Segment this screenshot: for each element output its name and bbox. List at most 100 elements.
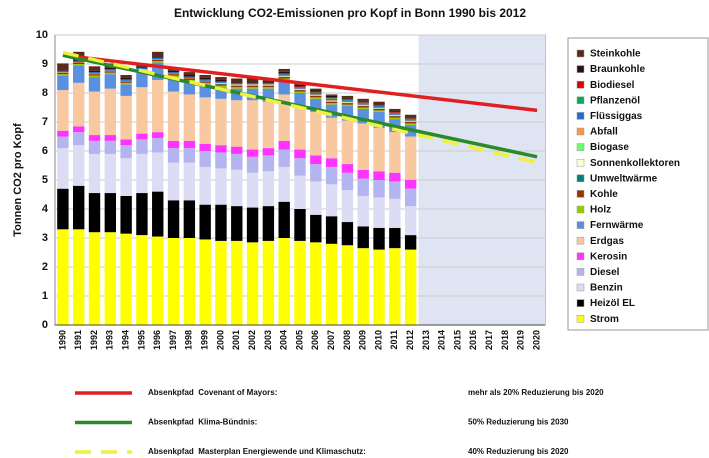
x-tick-label: 2008 xyxy=(342,330,352,350)
bar-segment xyxy=(136,235,148,325)
bar-segment xyxy=(373,105,385,107)
bar-segment xyxy=(389,112,401,114)
bar-segment xyxy=(341,95,354,98)
x-tick-label: 1997 xyxy=(168,330,178,350)
bar-segment xyxy=(88,232,101,325)
bar-segment xyxy=(325,158,338,167)
x-tick-label: 2005 xyxy=(294,330,304,350)
bar-segment xyxy=(325,216,338,244)
trend-line xyxy=(62,50,538,165)
bar-segment xyxy=(373,227,385,250)
bar-segment xyxy=(310,164,322,182)
bar-segment xyxy=(389,108,401,111)
bar-segment xyxy=(152,61,164,63)
bar-segment xyxy=(246,149,259,157)
bar-segment xyxy=(341,190,354,223)
bar-segment xyxy=(357,169,369,179)
bar-segment xyxy=(294,90,306,92)
bar-segment xyxy=(294,149,306,159)
x-tick-label: 1998 xyxy=(184,330,194,350)
legend-swatch xyxy=(576,143,585,151)
bar-segment xyxy=(325,101,338,104)
bar-segment xyxy=(262,88,275,102)
bar-segment xyxy=(120,84,132,96)
legend-swatch xyxy=(576,112,585,120)
bar-segment xyxy=(73,65,85,83)
bar-segment xyxy=(246,78,259,82)
bar-segment xyxy=(357,108,369,124)
bar-segment xyxy=(199,166,211,205)
y-tick-label: 2 xyxy=(42,261,48,273)
x-tick-label: 1996 xyxy=(152,330,162,350)
bar-segment xyxy=(262,155,275,172)
bar-segment xyxy=(404,188,417,207)
x-tick-label: 2011 xyxy=(389,330,399,350)
bar-segment xyxy=(199,97,211,144)
bar-segment xyxy=(136,193,148,236)
legend-swatch xyxy=(576,252,585,261)
y-tick-label: 3 xyxy=(42,232,48,244)
bar-segment xyxy=(294,84,306,87)
bar-segment xyxy=(262,148,275,156)
x-tick-label: 1999 xyxy=(200,330,210,350)
bar-segment xyxy=(404,118,417,120)
x-tick-label: 2000 xyxy=(215,330,225,350)
bar-segment xyxy=(325,100,338,101)
y-tick-label: 9 xyxy=(42,58,48,70)
bar-segment xyxy=(104,72,117,75)
bar-segment xyxy=(373,110,385,112)
bar-segment xyxy=(357,195,369,227)
bar-segment xyxy=(325,166,338,185)
bar-segment xyxy=(357,248,369,325)
bar-segment xyxy=(104,74,117,89)
bar-segment xyxy=(373,249,385,325)
legend-label: Kohle xyxy=(590,189,618,200)
bar-segment xyxy=(231,206,243,241)
legend-swatch xyxy=(576,158,585,167)
bar-segment xyxy=(278,79,290,95)
legend-swatch xyxy=(576,190,585,198)
bar-segment xyxy=(357,107,369,109)
bar-segment xyxy=(167,77,180,92)
bar-segment xyxy=(215,98,227,146)
bar-segment xyxy=(373,171,385,180)
bar-segment xyxy=(167,74,180,76)
bar-segment xyxy=(231,87,243,89)
bar-segment xyxy=(278,78,290,80)
bar-segment xyxy=(341,103,354,105)
bar-segment xyxy=(357,226,369,249)
bar-segment xyxy=(294,158,306,176)
bar-segment xyxy=(57,72,69,75)
x-tick-label: 2003 xyxy=(263,330,273,350)
bar-segment xyxy=(73,60,85,62)
legend-label: Kerosin xyxy=(590,251,627,262)
bar-segment xyxy=(231,85,243,88)
chart-title: Entwicklung CO2-Emissionen pro Kopf in B… xyxy=(174,6,526,20)
bar-segment xyxy=(215,240,227,325)
bar-segment xyxy=(341,100,354,102)
bar-segment xyxy=(167,140,180,149)
bar-segment xyxy=(389,110,401,112)
bar-segment xyxy=(404,235,417,250)
bar-segment xyxy=(57,72,69,73)
y-tick-label: 0 xyxy=(42,319,48,331)
bar-segment xyxy=(104,71,117,73)
line-legend-description: 40% Reduzierung bis 2020 xyxy=(468,447,569,456)
bar-segment xyxy=(215,204,227,241)
bar-segment xyxy=(294,91,306,93)
bar-segment xyxy=(310,155,322,165)
bar-segment xyxy=(404,180,417,189)
bar-segment xyxy=(294,106,306,150)
bar-segment xyxy=(57,70,69,73)
bar-segment xyxy=(278,166,290,202)
legend-label: Steinkohle xyxy=(590,49,641,60)
y-axis-label: Tonnen CO2 pro Kopf xyxy=(12,123,24,237)
bar-segment xyxy=(373,103,385,105)
bar-segment xyxy=(152,56,164,58)
bar-segment xyxy=(341,120,354,165)
bar-segment xyxy=(152,152,164,192)
bar-segment xyxy=(325,98,338,101)
bar-segment xyxy=(152,132,164,138)
bar-segment xyxy=(404,136,417,180)
bar-segment xyxy=(199,204,211,240)
